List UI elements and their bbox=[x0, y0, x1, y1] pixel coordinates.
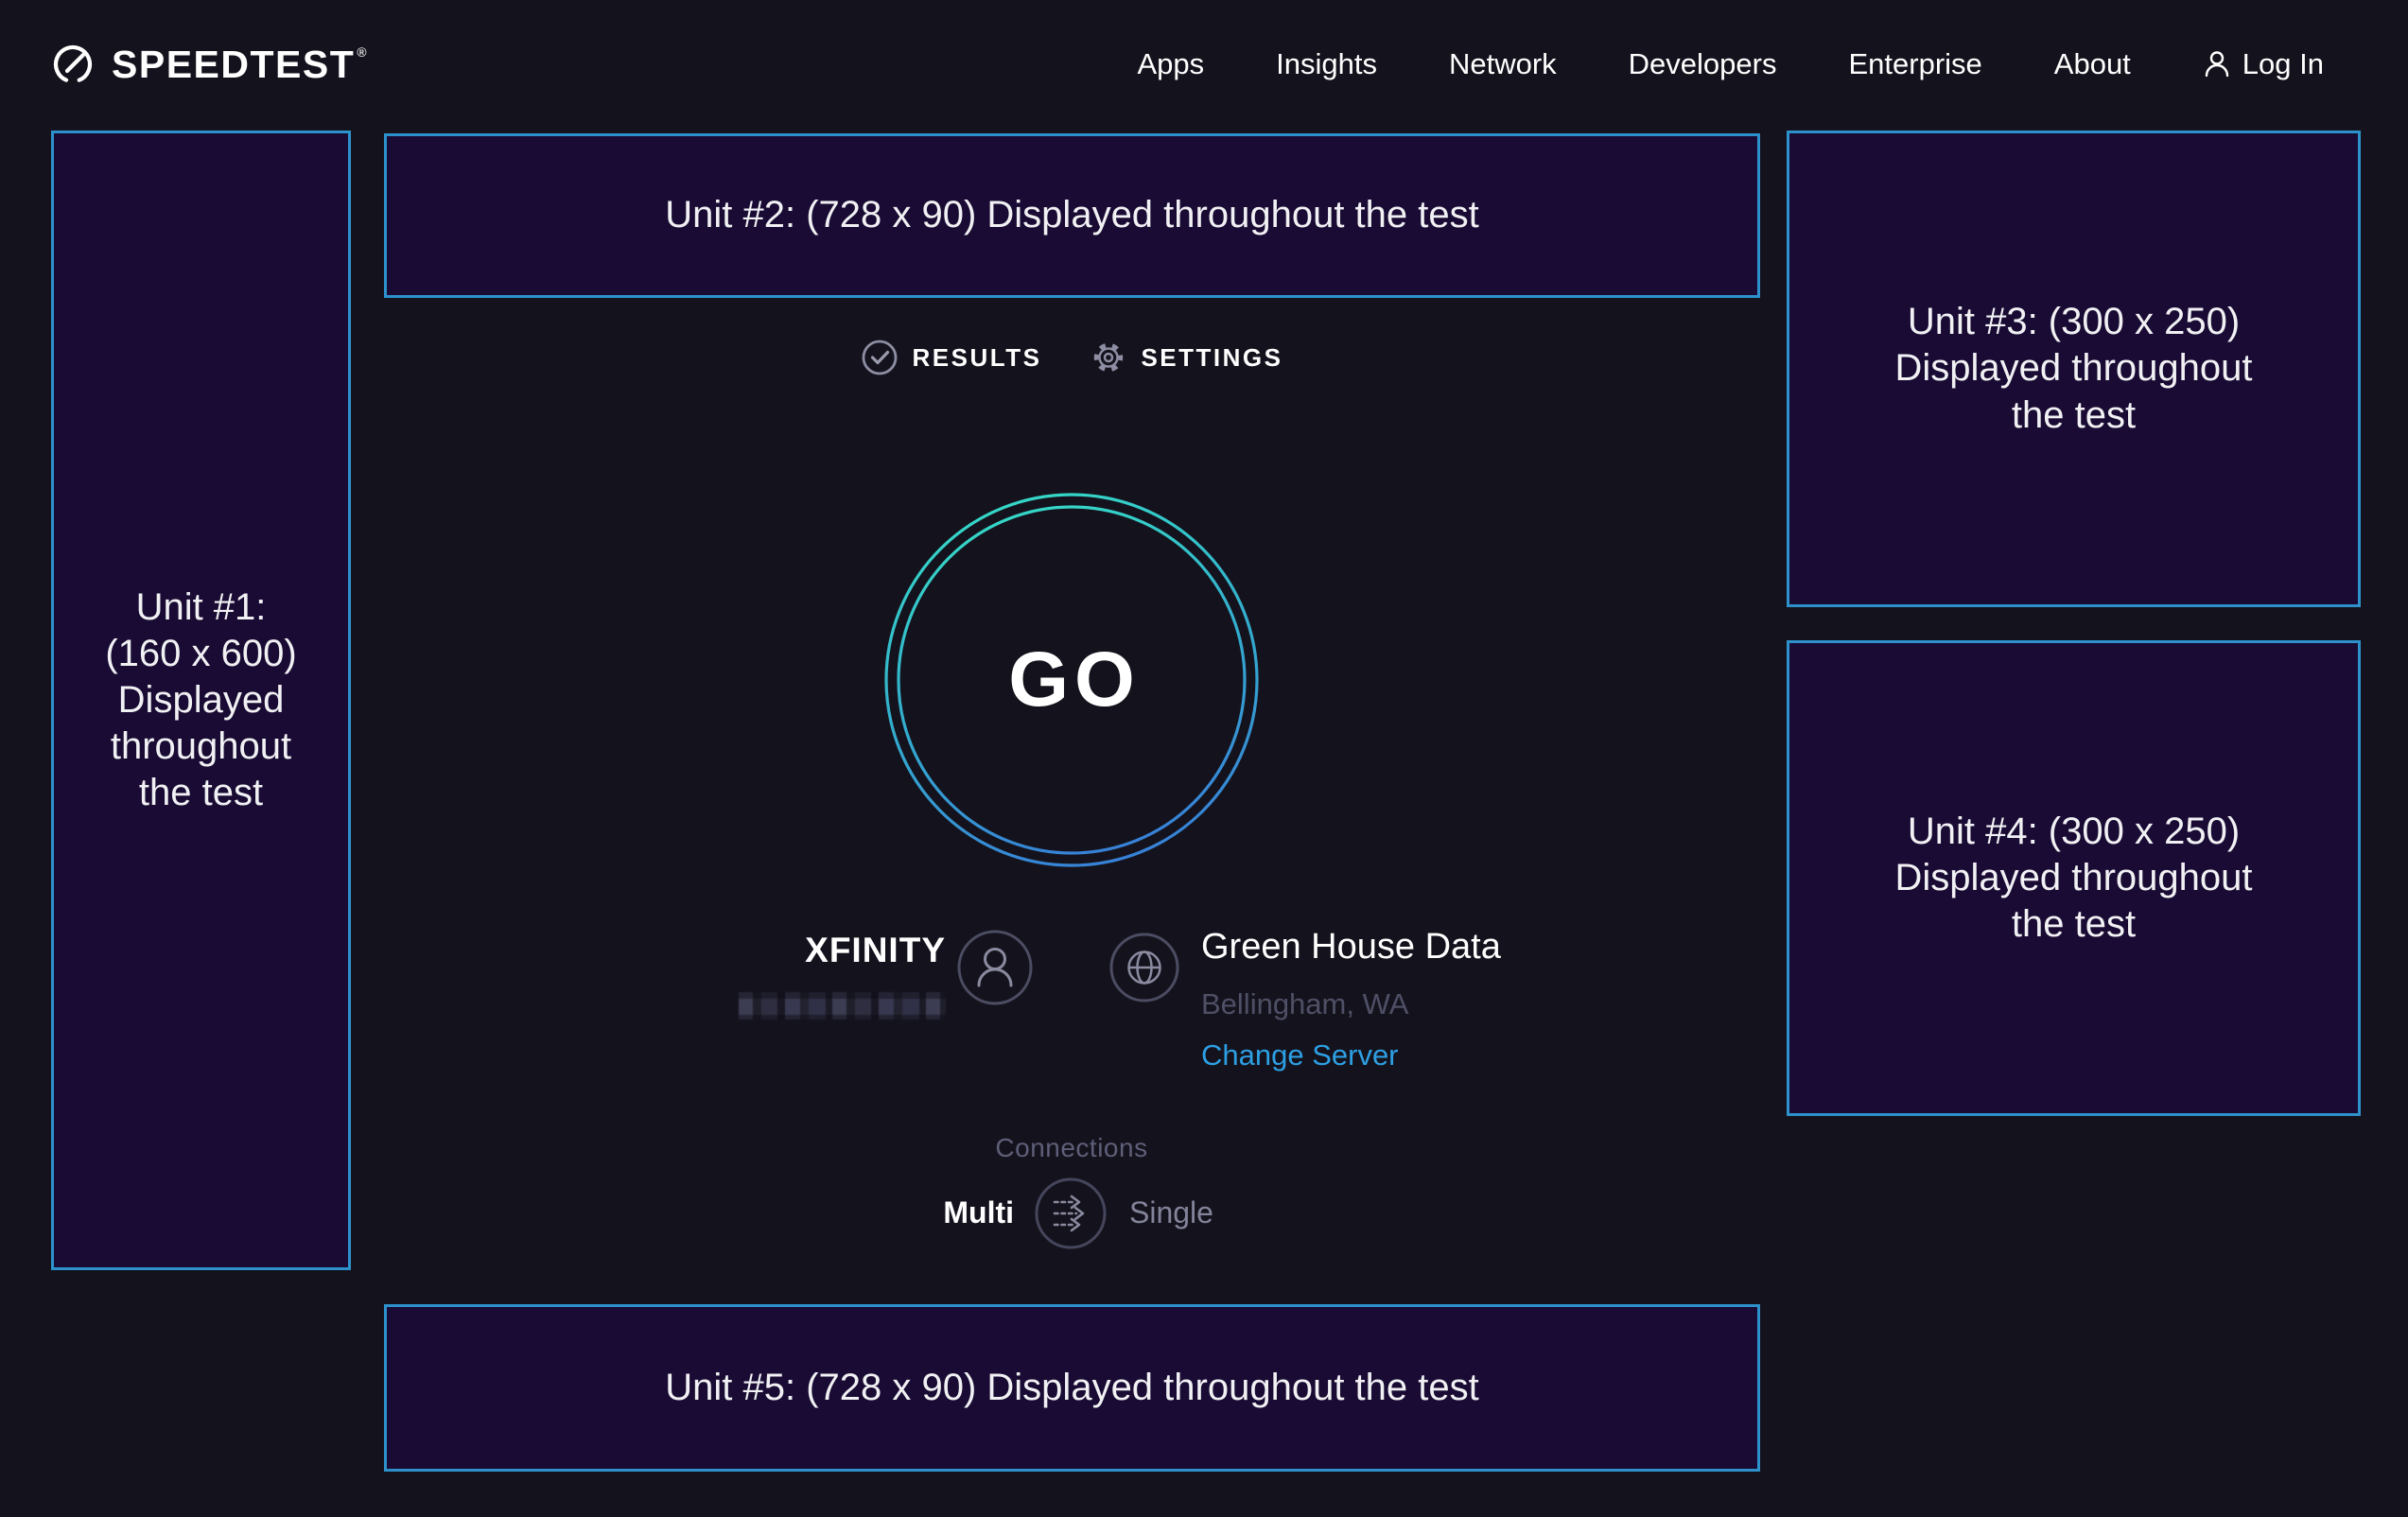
tab-settings[interactable]: SETTINGS bbox=[1091, 340, 1283, 375]
ad-unit-4-rectangle[interactable]: Unit #4: (300 x 250) Displayed throughou… bbox=[1787, 640, 2361, 1116]
connections-title: Connections bbox=[995, 1133, 1148, 1162]
ad-unit-2-leaderboard[interactable]: Unit #2: (728 x 90) Displayed throughout… bbox=[384, 133, 1760, 298]
nav-item-insights[interactable]: Insights bbox=[1276, 47, 1377, 80]
top-nav: Apps Insights Network Developers Enterpr… bbox=[1137, 0, 2324, 129]
ad-text-line: the test bbox=[138, 772, 264, 814]
check-circle-icon bbox=[862, 340, 897, 375]
user-icon bbox=[2205, 50, 2228, 77]
ad-text: Unit #2: (728 x 90) Displayed throughout… bbox=[665, 194, 1479, 236]
brand-name: SPEEDTEST ® bbox=[112, 42, 369, 86]
trademark: ® bbox=[357, 44, 369, 60]
masked-ip-address bbox=[739, 992, 946, 1020]
nav-item-network[interactable]: Network bbox=[1448, 47, 1557, 80]
change-server-link[interactable]: Change Server bbox=[1201, 1038, 1399, 1072]
ad-text-line: the test bbox=[2011, 393, 2137, 436]
speedtest-logo[interactable]: SPEEDTEST ® bbox=[51, 0, 368, 129]
results-settings-tabs: RESULTS SETTINGS bbox=[861, 339, 1283, 376]
isp-user-icon bbox=[957, 930, 1033, 1005]
tab-settings-label: SETTINGS bbox=[1141, 342, 1283, 372]
tab-results[interactable]: RESULTS bbox=[861, 339, 1042, 376]
connections-single-option[interactable]: Single bbox=[1129, 1195, 1213, 1229]
login-button[interactable]: Log In bbox=[2203, 47, 2324, 81]
ad-text-line: the test bbox=[2011, 903, 2137, 946]
server-location: Bellingham, WA bbox=[1201, 987, 1409, 1020]
ad-text-line: Unit #4: (300 x 250) bbox=[1907, 810, 2241, 852]
nav-item-enterprise[interactable]: Enterprise bbox=[1848, 47, 1982, 80]
ad-unit-3-rectangle[interactable]: Unit #3: (300 x 250) Displayed throughou… bbox=[1787, 131, 2361, 607]
ad-text-line: Unit #3: (300 x 250) bbox=[1907, 301, 2241, 343]
go-ring-icon bbox=[884, 493, 1259, 867]
nav-item-developers[interactable]: Developers bbox=[1628, 47, 1777, 80]
ad-text: Unit #5: (728 x 90) Displayed throughout… bbox=[665, 1366, 1479, 1408]
ad-text-line: Unit #1: bbox=[135, 585, 267, 628]
ad-text-line: throughout bbox=[110, 725, 292, 768]
ad-text-line: (160 x 600) bbox=[105, 632, 297, 674]
connections-toggle-icon[interactable] bbox=[1033, 1176, 1108, 1251]
tab-results-label: RESULTS bbox=[912, 342, 1042, 372]
go-label: GO bbox=[1008, 636, 1141, 723]
ad-unit-1-skyscraper[interactable]: Unit #1: (160 x 600) Displayed throughou… bbox=[51, 131, 351, 1270]
go-button[interactable]: GO bbox=[882, 491, 1261, 869]
nav-item-about[interactable]: About bbox=[2053, 47, 2131, 80]
server-globe-icon bbox=[1109, 933, 1179, 1003]
ad-unit-5-leaderboard[interactable]: Unit #5: (728 x 90) Displayed throughout… bbox=[384, 1304, 1760, 1472]
login-label: Log In bbox=[2242, 47, 2324, 80]
ad-text-line: Displayed throughout bbox=[1894, 856, 2253, 898]
speedometer-icon bbox=[53, 44, 93, 84]
server-name: Green House Data bbox=[1201, 927, 1501, 967]
isp-name: XFINITY bbox=[805, 931, 946, 969]
ad-text-line: Displayed throughout bbox=[1894, 347, 2253, 390]
connections-multi-option[interactable]: Multi bbox=[943, 1195, 1014, 1229]
gear-icon bbox=[1094, 342, 1124, 373]
nav-item-apps[interactable]: Apps bbox=[1137, 47, 1205, 80]
ad-text-line: Displayed bbox=[117, 678, 285, 721]
